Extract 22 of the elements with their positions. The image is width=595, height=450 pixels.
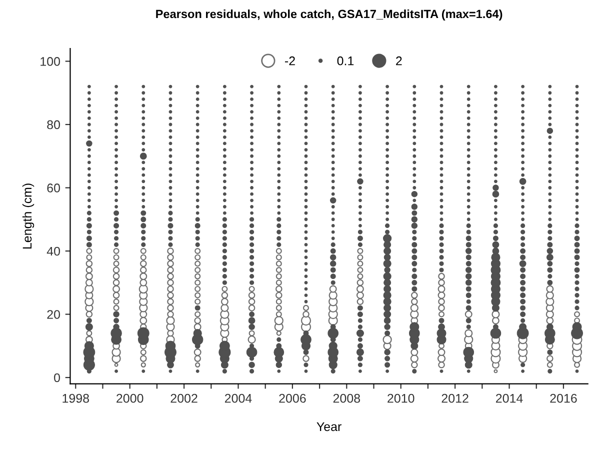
x-tick-label: 2004 xyxy=(224,394,252,403)
chart-title: Pearson residuals, whole catch, GSA17_MeditsITA (max=1.64) xyxy=(156,9,502,20)
y-axis-title: Length (cm) xyxy=(22,184,34,249)
x-tick-label: 1998 xyxy=(62,394,89,403)
y-tick-label: 80 xyxy=(47,120,60,130)
x-tick-label: 2016 xyxy=(550,394,577,403)
y-tick-label: 20 xyxy=(47,310,60,319)
x-tick-label: 2008 xyxy=(333,394,360,403)
legend-label: 2 xyxy=(396,56,402,66)
y-tick-label: 40 xyxy=(46,246,60,256)
x-tick-label: 2012 xyxy=(442,394,468,403)
x-tick-label: 2000 xyxy=(116,394,144,403)
y-tick-label: 100 xyxy=(40,57,60,66)
x-axis-title: Year xyxy=(316,422,342,432)
legend-label: -2 xyxy=(284,56,295,66)
y-tick-label: 60 xyxy=(47,184,60,192)
y-tick-label: 0 xyxy=(54,373,60,382)
x-tick-label: 2002 xyxy=(170,394,198,403)
legend-label: 0.1 xyxy=(337,56,354,66)
x-tick-label: 2010 xyxy=(388,394,414,403)
x-tick-label: 2006 xyxy=(279,394,306,403)
x-tick-label: 2014 xyxy=(496,394,523,403)
